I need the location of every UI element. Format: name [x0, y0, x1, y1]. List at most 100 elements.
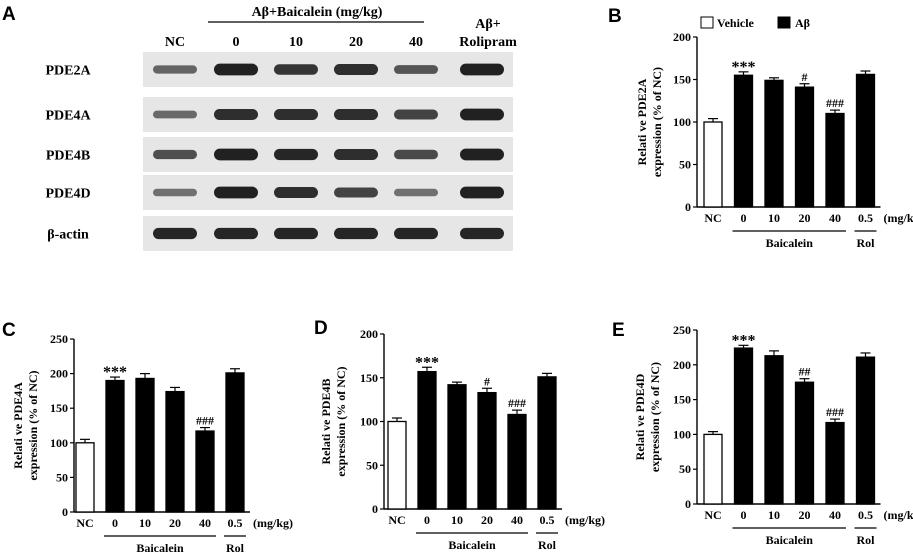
- bar: [447, 384, 467, 510]
- blot-band: [214, 227, 258, 240]
- bar: [417, 370, 437, 510]
- blot-band: [460, 148, 504, 161]
- bar: [75, 442, 95, 513]
- blot-strip: [143, 52, 513, 87]
- blot-strip: [143, 216, 513, 251]
- x-tick-label: 20: [799, 211, 811, 225]
- bar: [733, 74, 754, 208]
- blot-band: [153, 149, 197, 160]
- bar: [764, 79, 784, 208]
- bar: [195, 430, 215, 513]
- unit-label: (mg/kg): [884, 508, 913, 522]
- y-axis-label: Relati ve PDE2A: [635, 78, 649, 165]
- blot-header: Aβ+Baicalein (mg/kg): [252, 5, 383, 20]
- y-tick-label: 100: [673, 427, 691, 441]
- bar: [225, 372, 245, 513]
- unit-label: (mg/kg): [884, 211, 913, 225]
- blot-lane-label: 0: [233, 35, 240, 50]
- x-tick-label: NC: [704, 211, 721, 225]
- blot-lane-label: 10: [289, 35, 303, 50]
- group-label: Baicalein: [766, 236, 814, 250]
- legend-abeta-label: Aβ: [795, 16, 810, 30]
- blot-strip: [143, 97, 513, 132]
- blot-lane-label: 40: [409, 35, 423, 50]
- significance-label: #: [484, 374, 490, 388]
- x-tick-label: 0.5: [540, 513, 555, 527]
- y-tick-label: 0: [685, 497, 691, 511]
- blot-band: [334, 64, 378, 75]
- bar: [794, 86, 815, 208]
- blot-band: [274, 148, 318, 161]
- blot-band: [153, 65, 197, 74]
- western-blot: Aβ+Baicalein (mg/kg) NC 0 10 20 40 Aβ+ Rolip…: [45, 5, 517, 251]
- blot-row-label: PDE4A: [45, 109, 91, 124]
- significance-label: ###: [508, 396, 526, 410]
- blot-band: [214, 109, 258, 120]
- y-axis-label: Relati ve PDE4A: [11, 382, 25, 469]
- y-axis-label: expression (% of NC): [648, 362, 662, 472]
- bar: [105, 379, 125, 513]
- y-tick-label: 150: [50, 401, 68, 415]
- blot-band: [334, 187, 378, 198]
- x-tick-label: 40: [199, 516, 211, 530]
- bar: [825, 112, 845, 208]
- blot-band: [274, 109, 318, 120]
- y-tick-label: 0: [685, 200, 691, 214]
- group-label: Baicalein: [766, 533, 814, 547]
- x-tick-label: 0: [741, 508, 747, 522]
- x-tick-label: 0.5: [858, 508, 873, 522]
- y-tick-label: 100: [360, 415, 378, 429]
- bar: [703, 121, 723, 208]
- blot-row-label: PDE2A: [45, 64, 91, 79]
- panel-letter-b: B: [608, 6, 622, 27]
- y-axis-label: Relati ve PDE4B: [319, 379, 333, 465]
- y-tick-label: 250: [673, 323, 691, 337]
- x-tick-label: 20: [799, 508, 811, 522]
- bar: [507, 413, 527, 510]
- legend-vehicle-swatch: [700, 16, 714, 29]
- x-tick-label: 0.5: [858, 211, 873, 225]
- x-tick-label: NC: [704, 508, 721, 522]
- y-tick-label: 200: [673, 358, 691, 372]
- group-label: Baicalein: [136, 541, 184, 555]
- x-tick-label: 20: [481, 513, 493, 527]
- panel-letter-c: C: [2, 320, 16, 341]
- y-axis-label: Relati ve PDE4D: [633, 373, 647, 460]
- bar: [477, 391, 497, 510]
- blot-band: [460, 186, 504, 199]
- bar: [855, 73, 876, 208]
- x-tick-label: 0: [741, 211, 747, 225]
- bar: [794, 381, 815, 505]
- panel-letter-d: D: [314, 318, 328, 339]
- blot-band: [394, 109, 438, 120]
- x-tick-label: 20: [169, 516, 181, 530]
- x-tick-label: 10: [451, 513, 463, 527]
- blot-band: [214, 148, 258, 161]
- blot-row-label: β-actin: [47, 228, 89, 243]
- y-tick-label: 150: [673, 393, 691, 407]
- y-tick-label: 50: [679, 462, 691, 476]
- blot-band: [274, 64, 318, 75]
- group-label: Rol: [538, 538, 557, 552]
- significance-label: ***: [103, 364, 127, 381]
- y-axis-label: expression (% of NC): [334, 366, 348, 476]
- x-tick-label: NC: [76, 516, 93, 530]
- y-tick-label: 50: [679, 158, 691, 172]
- group-label: Rol: [857, 533, 876, 547]
- blot-strip: [143, 175, 513, 210]
- x-tick-label: 40: [829, 211, 841, 225]
- blot-band: [394, 188, 438, 197]
- rolipram-label-line1: Aβ+: [475, 17, 500, 32]
- x-tick-label: 10: [768, 211, 780, 225]
- significance-label: ***: [732, 59, 756, 76]
- bar: [764, 355, 784, 505]
- blot-band: [334, 149, 378, 160]
- y-tick-label: 250: [50, 332, 68, 346]
- blot-strip: [143, 137, 513, 172]
- y-tick-label: 150: [360, 371, 378, 385]
- blot-lane-label: 20: [349, 35, 363, 50]
